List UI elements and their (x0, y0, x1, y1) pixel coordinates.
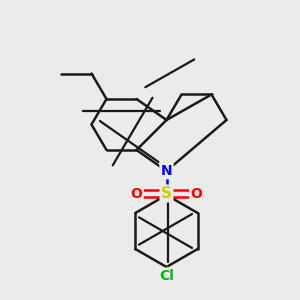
Text: O: O (130, 187, 142, 200)
Text: O: O (190, 187, 202, 200)
Text: N: N (161, 164, 172, 178)
Text: Cl: Cl (159, 269, 174, 283)
Text: S: S (161, 186, 172, 201)
